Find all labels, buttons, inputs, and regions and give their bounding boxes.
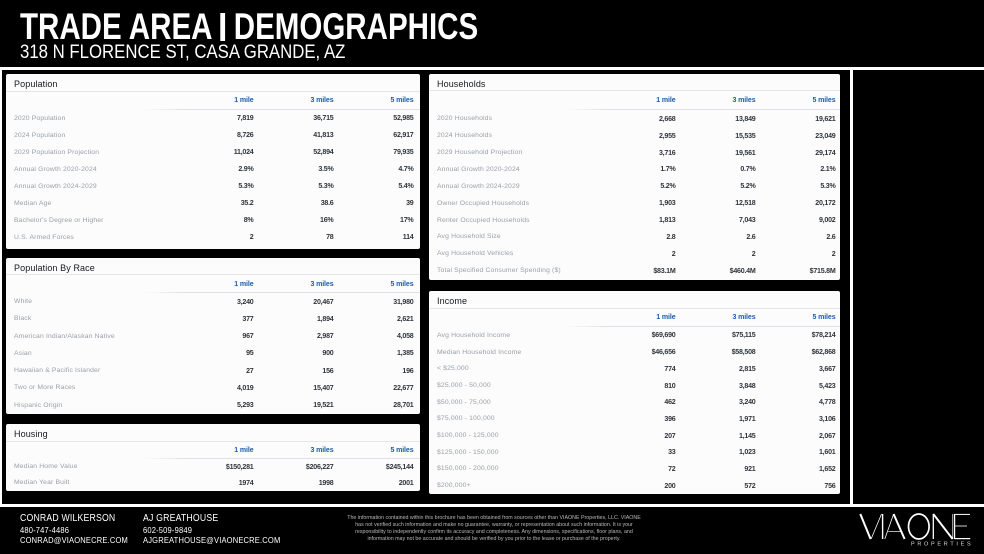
svg-text:PROPERTIES: PROPERTIES xyxy=(911,541,973,547)
